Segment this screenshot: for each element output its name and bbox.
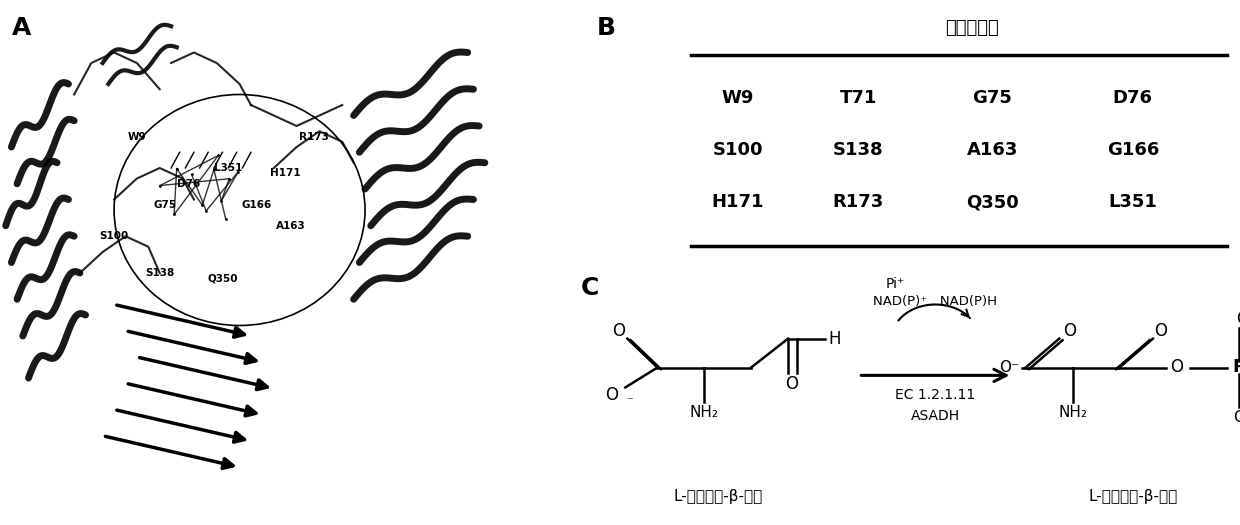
Text: H171: H171 <box>712 193 764 211</box>
Text: O⁻: O⁻ <box>1233 410 1240 425</box>
Text: O: O <box>1236 310 1240 328</box>
Text: O: O <box>605 386 619 404</box>
Text: H: H <box>828 330 841 348</box>
Text: NH₂: NH₂ <box>1058 405 1087 419</box>
Text: O: O <box>1154 322 1168 340</box>
Text: A163: A163 <box>277 220 306 231</box>
Text: G75: G75 <box>154 200 177 210</box>
Text: EC 1.2.1.11: EC 1.2.1.11 <box>895 388 976 402</box>
Text: A163: A163 <box>966 141 1018 159</box>
Text: L351: L351 <box>1109 193 1157 211</box>
Text: Pi⁺: Pi⁺ <box>885 277 905 290</box>
Text: D76: D76 <box>1112 89 1153 107</box>
Text: R173: R173 <box>833 193 884 211</box>
Text: O: O <box>613 322 625 340</box>
Text: NH₂: NH₂ <box>689 405 719 419</box>
Text: O: O <box>1063 322 1076 340</box>
Text: W9: W9 <box>722 89 754 107</box>
Text: C: C <box>580 276 599 300</box>
Text: O: O <box>1169 359 1183 376</box>
Text: S138: S138 <box>833 141 884 159</box>
Text: Q350: Q350 <box>966 193 1018 211</box>
Text: W9: W9 <box>128 131 146 142</box>
Text: A: A <box>11 16 31 40</box>
Text: Q350: Q350 <box>207 273 238 284</box>
Text: 热点氨基酸: 热点氨基酸 <box>945 19 999 37</box>
Text: G75: G75 <box>972 89 1012 107</box>
Text: G166: G166 <box>242 200 272 210</box>
Text: L-天冬氨酸-β-半醛: L-天冬氨酸-β-半醛 <box>673 489 763 503</box>
Text: NAD(P)⁺   NAD(P)H: NAD(P)⁺ NAD(P)H <box>873 296 997 308</box>
Text: ASADH: ASADH <box>910 409 960 423</box>
Text: ⁻: ⁻ <box>626 395 632 408</box>
Text: P: P <box>1233 359 1240 376</box>
Text: H171: H171 <box>270 168 300 178</box>
Text: S100: S100 <box>99 231 129 242</box>
Text: S100: S100 <box>713 141 763 159</box>
Text: D76: D76 <box>176 178 200 189</box>
Text: O⁻: O⁻ <box>999 360 1019 375</box>
Text: G166: G166 <box>1106 141 1159 159</box>
Text: T71: T71 <box>839 89 877 107</box>
Text: L-天冬氨酸-β-磷酸: L-天冬氨酸-β-磷酸 <box>1089 489 1178 503</box>
Text: O: O <box>785 375 799 393</box>
Text: L351: L351 <box>215 163 242 173</box>
Text: R173: R173 <box>299 131 329 142</box>
Text: B: B <box>598 16 616 40</box>
Text: S138: S138 <box>145 268 175 278</box>
